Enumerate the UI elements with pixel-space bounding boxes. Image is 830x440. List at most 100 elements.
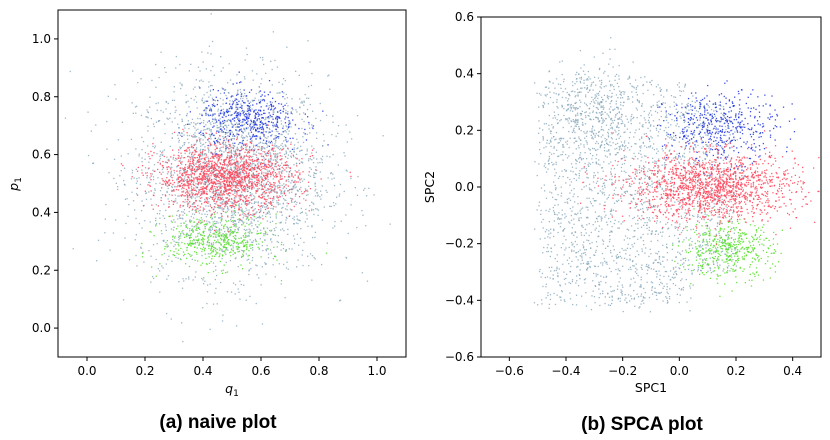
naive-plot-point xyxy=(215,155,217,157)
naive-plot-point xyxy=(190,159,192,161)
naive-plot-point xyxy=(178,160,180,162)
naive-plot-point xyxy=(159,263,161,265)
naive-plot-point xyxy=(240,181,242,184)
naive-plot-point xyxy=(221,129,223,131)
naive-plot-point xyxy=(215,236,217,238)
naive-plot-point xyxy=(207,52,209,54)
naive-plot-point xyxy=(220,172,222,175)
naive-plot-point xyxy=(223,92,225,94)
naive-plot-point xyxy=(228,118,230,121)
naive-plot-point xyxy=(267,187,269,190)
naive-plot-point xyxy=(201,97,204,99)
naive-plot-point xyxy=(232,245,234,247)
naive-plot-point xyxy=(285,187,288,190)
naive-plot-point xyxy=(321,161,323,164)
naive-plot-point xyxy=(214,150,217,153)
naive-plot-point xyxy=(238,176,241,178)
naive-plot-point xyxy=(253,209,255,211)
naive-plot-point xyxy=(184,150,186,152)
naive-plot-point xyxy=(257,201,259,203)
naive-plot-point xyxy=(245,118,248,120)
naive-plot-point xyxy=(186,243,189,245)
naive-plot-point xyxy=(211,166,213,168)
naive-plot-point xyxy=(337,164,339,166)
naive-plot-point xyxy=(158,76,160,79)
naive-plot-point xyxy=(248,132,250,134)
naive-plot-point xyxy=(285,145,287,147)
naive-plot-point xyxy=(200,130,202,132)
naive-plot-point xyxy=(300,145,302,147)
naive-plot-point xyxy=(250,214,252,216)
naive-plot-point xyxy=(238,107,240,109)
naive-plot-point xyxy=(235,98,237,100)
naive-plot-point xyxy=(262,165,264,168)
naive-plot-point xyxy=(270,176,272,178)
naive-plot-point xyxy=(333,184,336,187)
naive-plot-point xyxy=(249,109,251,111)
naive-plot-point xyxy=(274,150,276,152)
naive-plot-point xyxy=(171,260,173,262)
naive-plot-point xyxy=(170,156,172,158)
naive-plot-point xyxy=(186,249,188,251)
naive-plot-point xyxy=(234,180,236,183)
naive-plot-point xyxy=(268,160,270,162)
naive-plot-point xyxy=(215,269,217,271)
naive-plot-point xyxy=(257,115,260,117)
naive-plot-point xyxy=(194,170,196,173)
naive-plot-point xyxy=(193,213,196,216)
naive-plot-point xyxy=(218,115,220,117)
naive-plot-point xyxy=(253,228,255,230)
naive-plot-point xyxy=(253,163,255,165)
naive-plot-point xyxy=(316,192,319,194)
naive-plot-point xyxy=(349,131,351,133)
naive-plot-point xyxy=(185,195,187,197)
naive-plot-point xyxy=(280,103,283,105)
naive-plot-point xyxy=(292,217,294,220)
naive-plot-point xyxy=(218,141,221,144)
naive-plot-point xyxy=(205,257,207,259)
naive-plot-point xyxy=(199,164,201,166)
naive-plot-point xyxy=(230,251,232,253)
naive-plot-point xyxy=(227,82,229,84)
naive-plot-point xyxy=(209,135,211,137)
naive-plot-point xyxy=(309,61,311,63)
naive-plot-point xyxy=(243,120,245,122)
naive-plot-point xyxy=(269,172,272,174)
naive-plot-point xyxy=(184,172,186,174)
naive-plot-point xyxy=(297,222,299,225)
naive-plot-point xyxy=(226,206,229,208)
naive-plot-point xyxy=(202,149,204,151)
naive-plot-point xyxy=(184,253,186,255)
naive-plot-point xyxy=(304,128,306,131)
naive-plot-point xyxy=(167,118,169,120)
naive-plot-point xyxy=(244,78,246,80)
naive-plot-point xyxy=(258,127,260,129)
naive-plot-point xyxy=(157,268,159,270)
naive-plot-point xyxy=(314,185,316,187)
naive-plot-point xyxy=(305,139,308,141)
naive-plot-point xyxy=(265,123,267,125)
naive-plot-point xyxy=(297,171,299,173)
naive-plot-point xyxy=(276,66,279,68)
naive-plot-point xyxy=(185,278,187,280)
naive-plot-point xyxy=(224,180,226,182)
naive-plot-point xyxy=(346,141,348,143)
naive-plot-point xyxy=(240,179,242,181)
naive-plot-point xyxy=(220,154,222,156)
naive-plot-point xyxy=(202,238,204,240)
naive-plot-point xyxy=(299,202,301,204)
naive-plot-point xyxy=(188,177,190,179)
naive-plot-point xyxy=(332,121,334,123)
naive-plot-point xyxy=(165,100,167,103)
naive-plot-point xyxy=(315,172,317,175)
naive-plot-point xyxy=(231,106,233,108)
naive-plot-point xyxy=(242,144,245,146)
naive-plot-point xyxy=(242,268,244,270)
naive-plot-point xyxy=(278,110,280,112)
naive-plot-point xyxy=(222,203,225,205)
naive-plot-point xyxy=(327,144,329,146)
naive-plot-point xyxy=(168,255,170,257)
naive-plot-point xyxy=(182,205,184,207)
naive-plot-point xyxy=(185,172,187,174)
naive-plot-point xyxy=(293,149,295,151)
